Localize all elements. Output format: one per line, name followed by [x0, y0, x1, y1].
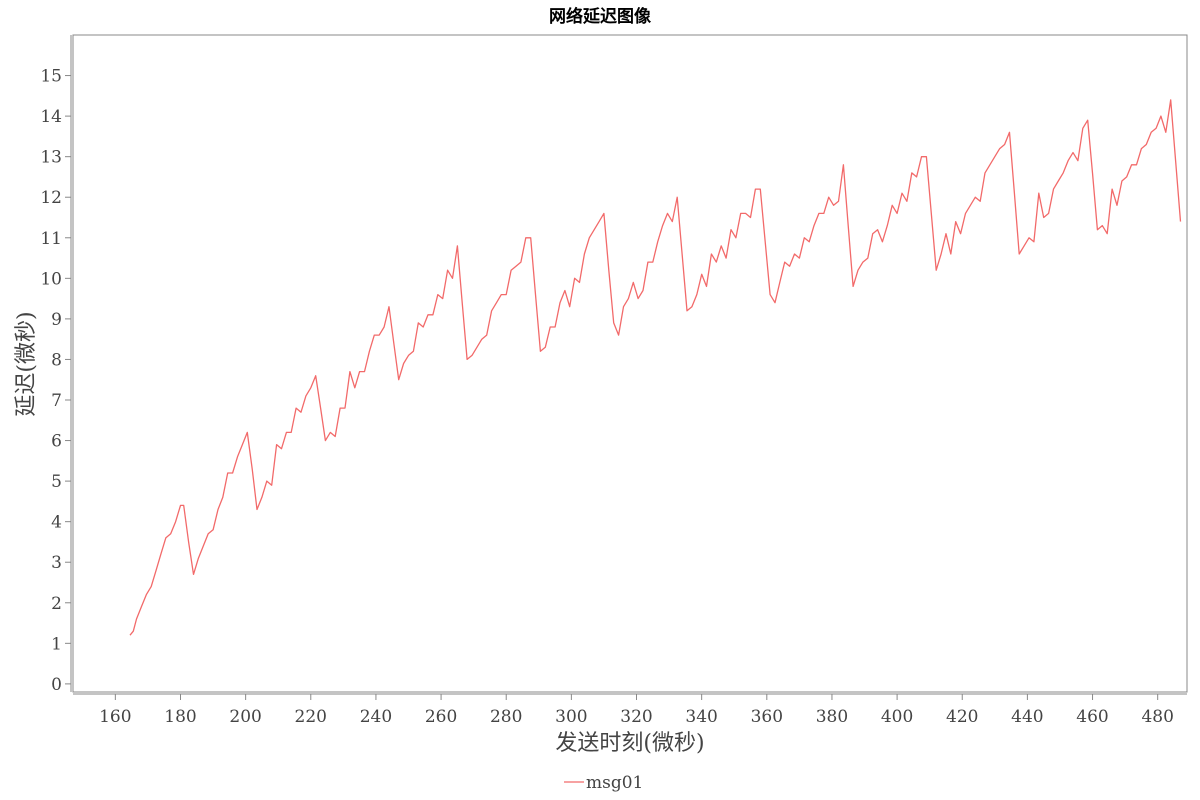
x-tick-label: 240 [360, 707, 392, 727]
x-tick-label: 460 [1076, 707, 1108, 727]
y-tick-label: 3 [51, 553, 62, 573]
x-tick-label: 160 [99, 707, 131, 727]
plot-area [72, 34, 1188, 693]
y-tick-label: 11 [40, 229, 62, 249]
x-tick-label: 340 [685, 707, 717, 727]
y-tick-label: 7 [51, 391, 62, 411]
y-tick-label: 5 [51, 472, 62, 492]
y-tick-label: 1 [51, 634, 62, 654]
y-tick-label: 2 [51, 594, 62, 614]
x-tick-label: 380 [816, 707, 848, 727]
y-tick-label: 8 [51, 350, 62, 370]
y-tick-label: 10 [40, 269, 62, 289]
x-tick-label: 440 [1011, 707, 1043, 727]
y-tick-label: 12 [40, 188, 62, 208]
chart-title: 网络延迟图像 [549, 7, 651, 27]
x-tick-label: 480 [1141, 707, 1173, 727]
x-tick-label: 320 [620, 707, 652, 727]
y-tick-label: 6 [51, 432, 62, 452]
x-tick-label: 200 [229, 707, 261, 727]
y-axis-title: 延迟(微秒) [14, 311, 39, 416]
y-tick-label: 4 [51, 513, 62, 533]
x-tick-label: 280 [490, 707, 522, 727]
x-axis-ticks: 160 180 200 220 240 260 280 300 320 340 360 380 400 4… [99, 694, 1174, 727]
x-tick-label: 420 [946, 707, 978, 727]
y-tick-label: 9 [51, 310, 62, 330]
series-line-msg01 [129, 99, 1182, 636]
y-tick-label: 0 [51, 675, 62, 695]
x-tick-label: 300 [555, 707, 587, 727]
x-tick-label: 400 [881, 707, 913, 727]
y-tick-label: 14 [40, 107, 62, 127]
x-tick-label: 180 [164, 707, 196, 727]
series-layer [129, 99, 1182, 636]
y-tick-label: 13 [40, 148, 62, 168]
x-tick-label: 360 [751, 707, 783, 727]
x-tick-label: 220 [295, 707, 327, 727]
legend: msg01 [564, 773, 643, 793]
x-tick-label: 260 [425, 707, 457, 727]
x-axis-title: 发送时刻(微秒) [555, 731, 704, 756]
y-tick-label: 15 [40, 67, 62, 87]
legend-label: msg01 [586, 773, 643, 793]
